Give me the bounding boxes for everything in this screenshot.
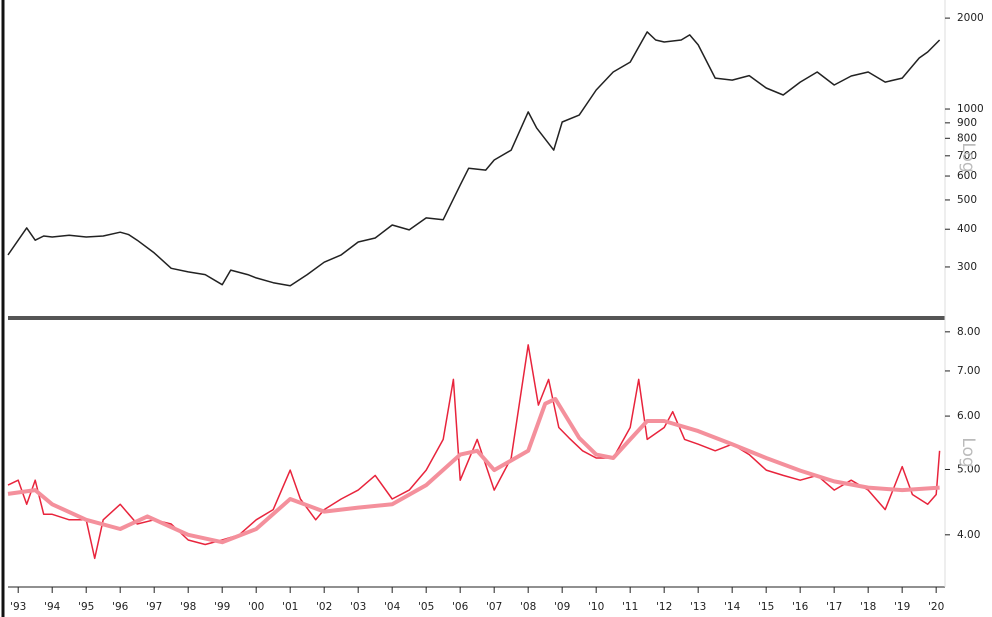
x-tick-label: '93	[10, 601, 26, 613]
series-line	[7, 31, 941, 287]
y-tick-label: 300	[957, 261, 977, 273]
y-tick-label: 700	[957, 150, 977, 162]
x-tick-label: '14	[724, 601, 741, 613]
y-tick-label: 5.00	[957, 463, 980, 475]
series-line	[7, 397, 940, 545]
y-tick-label: 600	[957, 170, 977, 182]
x-tick-label: '04	[384, 601, 401, 613]
x-tick-label: '02	[316, 601, 332, 613]
y-tick-label: 6.00	[957, 410, 980, 422]
y-tick-label: 400	[957, 223, 977, 235]
x-tick-label: '07	[486, 601, 502, 613]
x-tick-label: '06	[452, 601, 469, 613]
x-tick-label: '08	[520, 601, 536, 613]
x-tick-label: '00	[248, 601, 264, 613]
x-tick-label: '03	[350, 601, 366, 613]
x-tick-label: '17	[826, 601, 842, 613]
x-tick-label: '99	[214, 601, 230, 613]
x-tick-label: '16	[792, 601, 809, 613]
y-tick-label: 900	[957, 117, 977, 129]
x-tick-label: '20	[928, 601, 944, 613]
x-tick-label: '05	[418, 601, 434, 613]
x-tick-label: '19	[894, 601, 910, 613]
y-tick-label: 500	[957, 194, 977, 206]
y-tick-label: 4.00	[957, 529, 980, 541]
x-tick-label: '01	[282, 601, 298, 613]
y-tick-label: 800	[957, 132, 977, 144]
x-tick-label: '12	[656, 601, 672, 613]
x-tick-label: '96	[112, 601, 129, 613]
x-tick-label: '11	[622, 601, 638, 613]
x-tick-label: '98	[180, 601, 196, 613]
x-tick-label: '15	[758, 601, 774, 613]
y-tick-label: 1000	[957, 103, 984, 115]
x-tick-label: '13	[690, 601, 706, 613]
x-tick-label: '10	[588, 601, 604, 613]
x-tick-label: '18	[860, 601, 876, 613]
x-tick-label: '09	[554, 601, 570, 613]
y-tick-label: 8.00	[957, 326, 980, 338]
y-tick-label: 7.00	[957, 365, 980, 377]
series-line	[7, 344, 941, 560]
x-tick-label: '95	[78, 601, 94, 613]
y-axis-label: Log	[958, 437, 978, 467]
y-axis-label: Log	[958, 142, 978, 172]
x-tick-label: '97	[146, 601, 162, 613]
y-tick-label: 2000	[957, 12, 984, 24]
x-tick-label: '94	[44, 601, 61, 613]
